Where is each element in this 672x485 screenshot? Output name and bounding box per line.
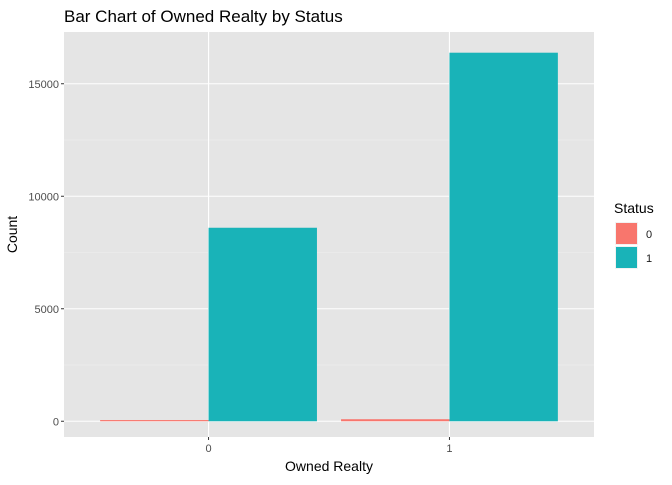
x-tick-label-1: 1 — [446, 443, 452, 455]
bar-1-status-1 — [449, 52, 558, 422]
bar-0-status-1 — [208, 227, 317, 422]
legend-swatch-0 — [616, 223, 637, 244]
x-axis-title: Owned Realty — [285, 458, 373, 474]
y-tick-label-2: 10000 — [28, 191, 59, 203]
legend-label-0: 0 — [646, 229, 652, 241]
y-tick-label-0: 0 — [53, 416, 59, 428]
chart-title: Bar Chart of Owned Realty by Status — [64, 7, 343, 26]
legend-swatch-1 — [616, 247, 637, 268]
legend-title: Status — [614, 200, 654, 216]
x-tick-label-0: 0 — [205, 443, 211, 455]
bar-1-status-0 — [341, 419, 450, 422]
legend: Status 01 — [614, 200, 654, 269]
bar-0-status-0 — [100, 420, 209, 422]
y-tick-label-3: 15000 — [28, 79, 59, 91]
y-tick-label-1: 5000 — [35, 304, 59, 316]
y-axis: 0 5000 10000 15000 — [28, 79, 64, 428]
y-axis-title: Count — [4, 216, 20, 253]
bars — [100, 52, 558, 422]
legend-label-1: 1 — [646, 253, 652, 265]
legend-items: 01 — [615, 222, 652, 269]
